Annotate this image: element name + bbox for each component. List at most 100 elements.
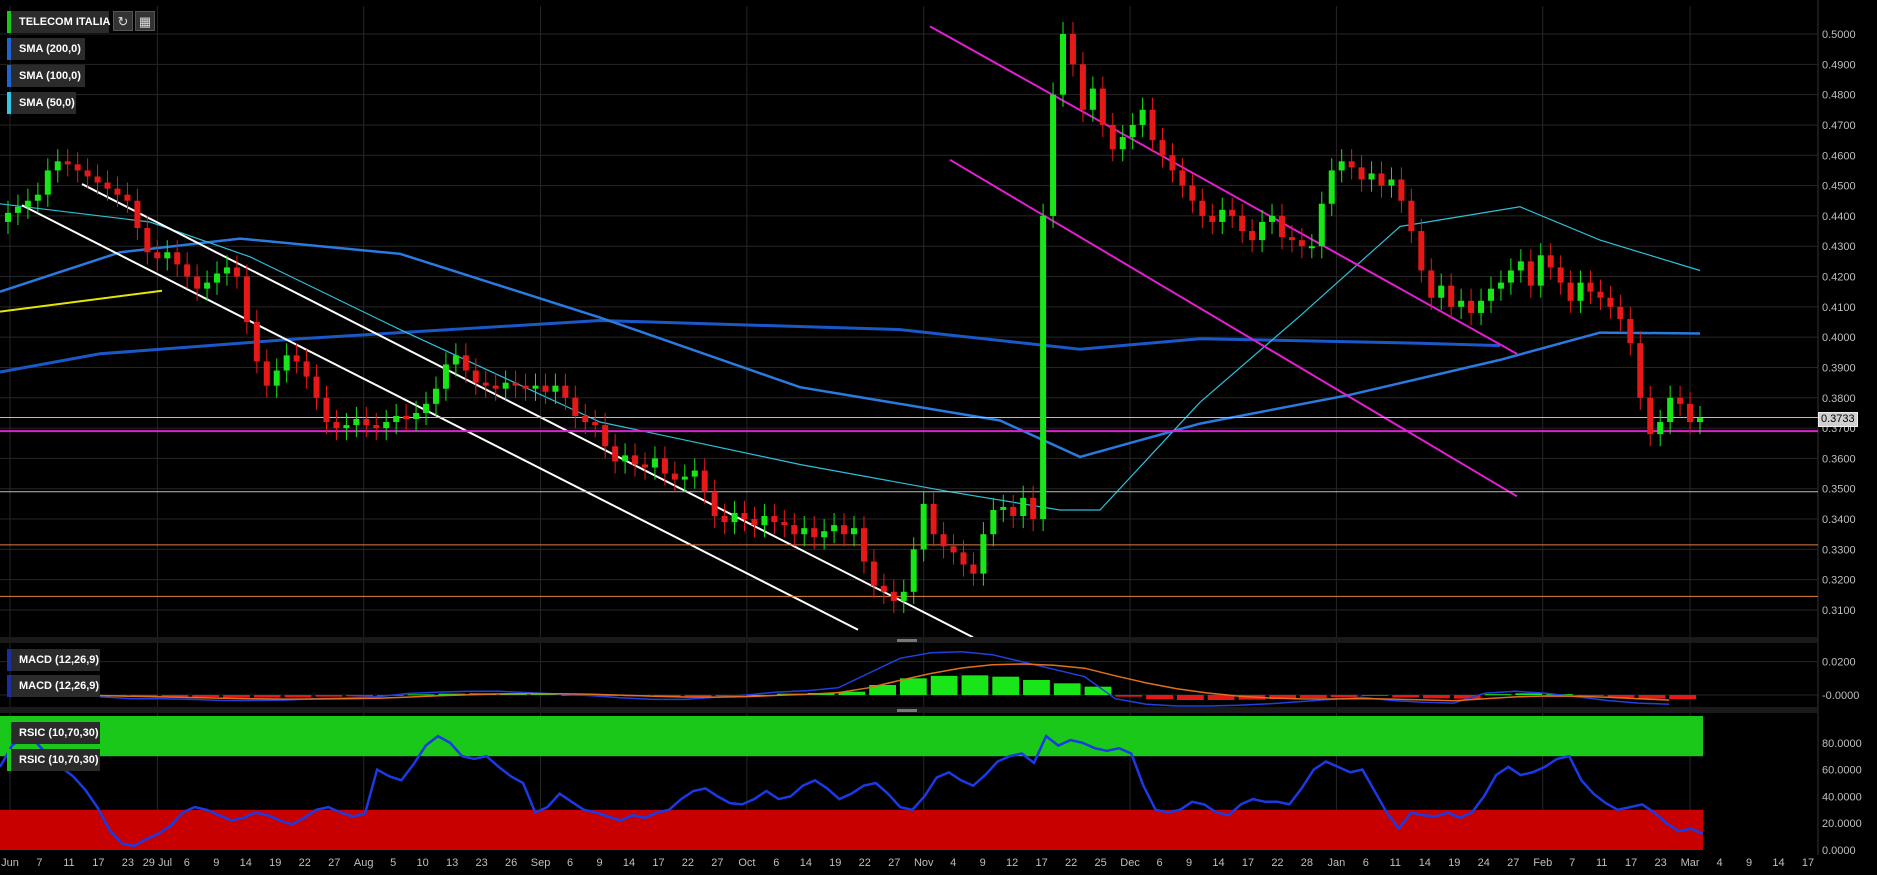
candle-body — [1109, 124, 1116, 150]
candle-body — [1368, 173, 1375, 180]
macd-histogram-bar — [438, 693, 466, 695]
legend-macd-1[interactable]: MACD (12,26,9) — [7, 649, 100, 671]
legend-rsi-1[interactable]: RSIC (10,70,30) — [7, 722, 100, 744]
price-tick-label: 0.3300 — [1822, 544, 1856, 556]
candle-body — [930, 503, 937, 535]
candle-body — [363, 419, 370, 426]
time-tick-label: 11 — [63, 857, 74, 869]
calendar-icon[interactable]: ▦ — [135, 11, 155, 31]
candle-body — [1089, 88, 1096, 110]
legend-rsi-2[interactable]: RSIC (10,70,30) — [7, 749, 100, 771]
candle-body — [343, 425, 350, 429]
candle-body — [1697, 418, 1703, 423]
candle-body — [721, 516, 728, 523]
last-price-tag: 0.3733 — [1818, 412, 1858, 427]
legend-sma100[interactable]: SMA (100,0) — [7, 65, 85, 87]
candle-body — [502, 382, 509, 389]
candle-body — [1497, 282, 1504, 289]
price-tick-label: 0.4200 — [1822, 272, 1856, 284]
candle-body — [1020, 497, 1027, 517]
macd-divider-handle — [897, 639, 917, 642]
candle-body — [1348, 161, 1355, 168]
candle-body — [562, 385, 569, 398]
price-tick-label: 0.4400 — [1822, 211, 1856, 223]
candle-body — [154, 252, 161, 259]
candle-body — [771, 516, 778, 523]
candle-body — [1448, 285, 1455, 307]
time-axis: Jun 7 11 17 23 29 Jul 6 9 14 19 22 27 Aug 5 10 13 23 26 Se… — [1, 857, 1814, 869]
candle-body — [1438, 285, 1445, 298]
legend-sma200[interactable]: SMA (200,0) — [7, 38, 85, 60]
candle-body — [1050, 94, 1057, 216]
time-tick-label: 19 — [829, 857, 841, 869]
price-tick-label: 0.3400 — [1822, 514, 1856, 526]
macd-histogram-bar — [1300, 695, 1327, 698]
rsi-tick-label: 60.0000 — [1822, 765, 1862, 777]
candle-body — [851, 528, 857, 535]
macd-tick-label: 0.0200 — [1822, 657, 1856, 669]
candle-body — [870, 561, 877, 586]
time-tick-label: 9 — [1186, 857, 1192, 869]
macd-histogram-bar — [1207, 695, 1235, 700]
rsi-tick-label: 80.0000 — [1822, 738, 1862, 750]
candle-body — [1099, 88, 1106, 125]
candle-body — [980, 534, 987, 574]
candle-body — [1527, 261, 1534, 286]
macd-histogram-bar — [961, 675, 989, 695]
legend-macd-1-label: MACD (12,26,9) — [19, 654, 100, 666]
candle-body — [1149, 109, 1156, 141]
legend-sma50[interactable]: SMA (50,0) — [7, 92, 76, 114]
candle-body — [900, 591, 907, 601]
macd-histogram-bar — [253, 695, 281, 698]
candle-body — [1069, 34, 1076, 65]
time-tick-label: 4 — [950, 857, 956, 869]
candle-body — [1269, 215, 1276, 222]
candle-body — [1010, 506, 1017, 517]
candle-body — [243, 276, 250, 322]
macd-histogram-bar — [530, 694, 558, 695]
macd-histogram-bar — [592, 695, 620, 696]
time-tick-label: 24 — [1478, 857, 1490, 869]
time-tick-label: 27 — [711, 857, 723, 869]
time-tick-label: 9 — [980, 857, 986, 869]
candle-body — [622, 455, 629, 462]
candle-body — [1607, 297, 1614, 307]
candle-body — [174, 252, 181, 265]
candle-body — [1378, 173, 1385, 186]
candle-body — [293, 355, 300, 362]
candle-body — [1040, 215, 1047, 520]
panel-dividers[interactable] — [0, 637, 1818, 713]
macd-histogram-bar — [838, 691, 866, 695]
candle-body — [671, 473, 678, 480]
macd-histogram-bar — [1084, 686, 1112, 695]
candle-body — [313, 376, 320, 398]
time-tick-label: 9 — [596, 857, 602, 869]
macd-histogram-bar — [930, 675, 958, 695]
price-tick-label: 0.4800 — [1822, 90, 1856, 102]
last-price-label: 0.3733 — [1821, 413, 1855, 425]
candle-body — [1159, 140, 1166, 156]
candle-body — [1388, 179, 1395, 186]
price-tick-label: 0.4600 — [1822, 150, 1856, 162]
candle-body — [731, 512, 738, 523]
price-tick-label: 0.4500 — [1822, 181, 1856, 193]
time-tick-label: 29 Jul — [143, 857, 172, 869]
candle-body — [1507, 270, 1514, 283]
candle-body — [1259, 221, 1266, 241]
channel-line-magenta — [929, 25, 1518, 355]
time-tick-label: 17 — [1036, 857, 1048, 869]
time-tick-label: 12 — [1006, 857, 1018, 869]
instrument-title[interactable]: TELECOM ITALIA — [7, 11, 110, 33]
legend-macd-2[interactable]: MACD (12,26,9) — [7, 675, 100, 697]
rsi-line — [0, 734, 1704, 848]
rsi-oversold-zone — [0, 809, 1703, 850]
time-tick-label: 14 — [1212, 857, 1224, 869]
horizontal-levels — [0, 416, 1818, 597]
refresh-icon[interactable]: ↻ — [113, 11, 133, 31]
rsi-panel: 80.0000 60.0000 40.0000 20.0000 0.0000 — [0, 716, 1862, 857]
price-tick-label: 0.3100 — [1822, 605, 1856, 617]
time-tick-label: 22 — [682, 857, 694, 869]
macd-histogram-bar — [1330, 695, 1358, 697]
candle-body — [144, 228, 151, 253]
